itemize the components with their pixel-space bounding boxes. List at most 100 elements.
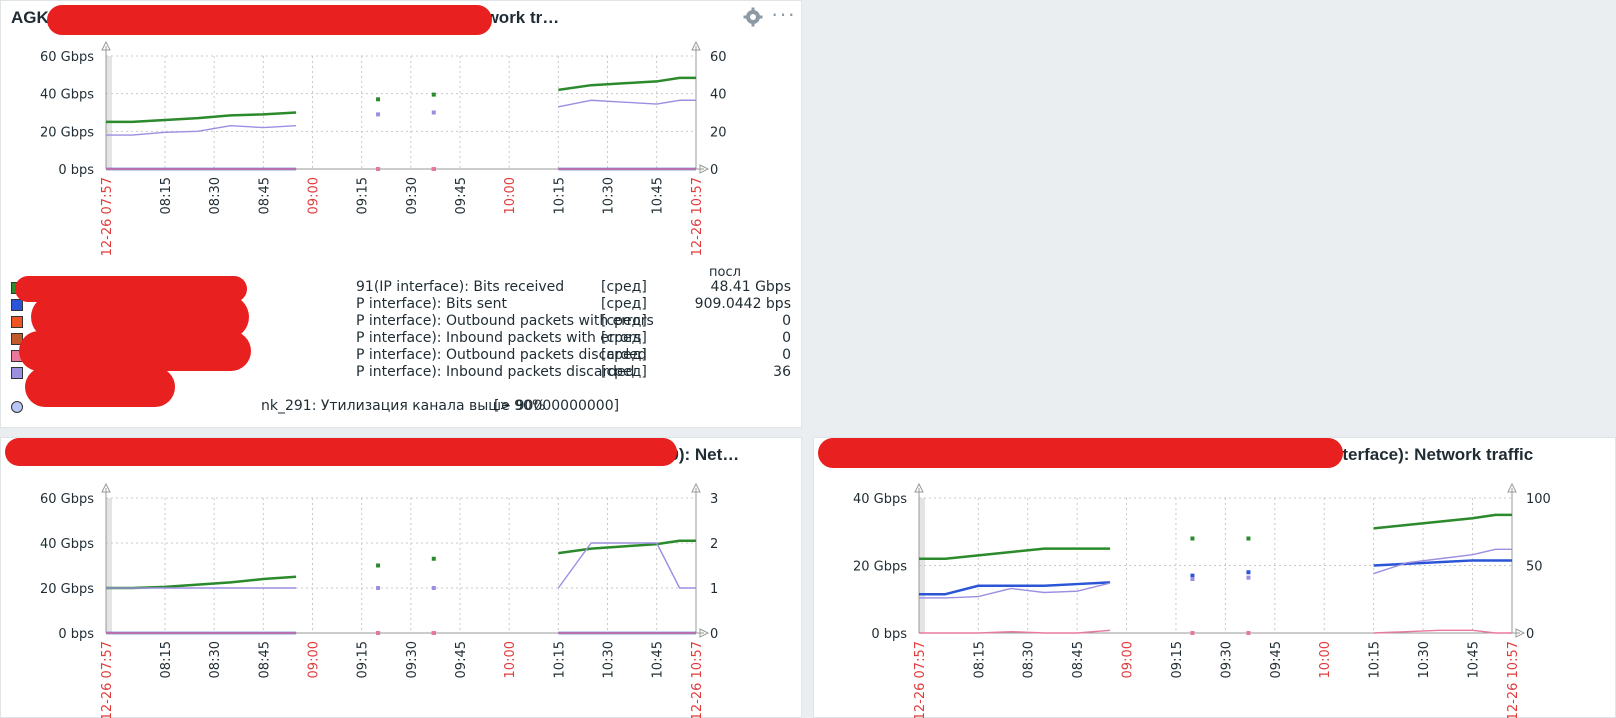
x-tick-label: 08:15: [159, 641, 174, 678]
series-point: [1190, 577, 1195, 581]
x-tick-label: 12-26 07:57: [100, 641, 115, 718]
x-tick-label: 12-26 07:57: [913, 641, 928, 718]
series-line: [1373, 513, 1512, 530]
legend-item-function: [сред]: [601, 296, 647, 312]
x-tick-label: 09:30: [405, 177, 420, 214]
x-tick-label: 10:30: [602, 641, 617, 678]
x-tick-label: 09:15: [356, 177, 371, 214]
legend-item-function: [сред]: [601, 313, 647, 329]
legend-item-value: 0: [782, 330, 791, 346]
y-left-tick-label: 0 bps: [58, 163, 94, 178]
x-tick-label: 08:45: [1071, 641, 1086, 678]
series-line: [106, 111, 297, 124]
series-point: [431, 631, 436, 635]
chart-band: [919, 498, 925, 633]
y-left-tick-label: 40 Gbps: [40, 537, 94, 552]
y-left-tick-label: 20 Gbps: [40, 125, 94, 140]
series-point: [1190, 631, 1195, 635]
x-tick-label: 09:00: [307, 641, 322, 678]
graph-widget-3: nterface): Network traffic 12-26 07:57 08…: [813, 437, 1616, 718]
y-right-tick-label: 2: [710, 537, 718, 552]
more-options-icon[interactable]: ···: [771, 1, 796, 26]
series-point: [1190, 573, 1195, 578]
legend-item-value: 0: [782, 347, 791, 363]
trigger-marker-icon: [11, 401, 23, 413]
y-axis-left-arrow: [101, 482, 111, 493]
legend-item-value: 0: [782, 313, 791, 329]
x-tick-label: 10:45: [651, 641, 666, 678]
series-point: [376, 586, 381, 590]
y-left-tick-label: 40 Gbps: [853, 492, 907, 507]
y-axis-left-arrow: [101, 40, 111, 51]
legend-item-value: 48.41 Gbps: [710, 279, 791, 295]
y-left-tick-label: 60 Gbps: [40, 50, 94, 65]
x-axis-arrow: [1515, 628, 1526, 638]
legend-item-name: P interface): Outbound packets with erro…: [356, 313, 654, 329]
x-tick-label: 09:15: [1170, 641, 1185, 678]
y-right-tick-label: 1: [710, 582, 718, 597]
trigger-condition: [> 90000000000]: [494, 398, 620, 414]
y-left-tick-label: 0 bps: [871, 627, 907, 642]
x-tick-label: 09:30: [405, 641, 420, 678]
y-left-tick-label: 40 Gbps: [40, 88, 94, 103]
y-right-tick-label: 40: [710, 88, 727, 103]
x-tick-label: 08:45: [257, 641, 272, 678]
legend-item-name: P interface): Inbound packets with error…: [356, 330, 642, 346]
legend-item: P interface): Outbound packets discarded…: [11, 347, 791, 364]
y-right-tick-label: 50: [1526, 560, 1543, 575]
widget-title[interactable]: nterface): Network traffic: [1332, 445, 1534, 464]
series-point: [431, 92, 436, 97]
x-tick-label: 10:15: [1368, 641, 1383, 678]
x-tick-label: 10:45: [1466, 641, 1481, 678]
legend-color-swatch: [11, 316, 23, 328]
graph-widget-2: _000): Net… 12-26 07:57 08:15 08:30 08:45 09…: [0, 437, 802, 718]
legend-color-swatch: [11, 367, 23, 379]
y-right-tick-label: 0: [710, 163, 718, 178]
legend-item-name: P interface): Outbound packets discarded: [356, 347, 647, 363]
redaction-mark: [25, 367, 175, 407]
x-tick-label: 10:00: [503, 177, 518, 214]
x-tick-label: 08:30: [208, 177, 223, 214]
legend-header-last: посл: [709, 265, 741, 280]
y-left-tick-label: 20 Gbps: [40, 582, 94, 597]
series-point: [1246, 631, 1251, 635]
x-tick-label: 08:30: [208, 641, 223, 678]
series-line: [919, 547, 1111, 560]
x-tick-label: 10:00: [1318, 641, 1333, 678]
series-point: [431, 167, 436, 171]
legend-item-name: P interface): Bits sent: [356, 296, 507, 312]
chart-band: [106, 498, 112, 633]
y-right-tick-label: 100: [1526, 492, 1551, 507]
x-tick-label: 08:30: [1022, 641, 1037, 678]
legend-item-name: 91(IP interface): Bits received: [356, 279, 565, 295]
redaction-mark: [19, 331, 251, 371]
series-line: [558, 99, 696, 108]
chart-band: [106, 56, 112, 169]
gear-icon[interactable]: [743, 7, 763, 27]
trigger-name: nk_291: Утилизация канала выше 90%: [261, 398, 546, 414]
series-line: [1373, 629, 1512, 634]
chart-2: 12-26 07:57 08:15 08:30 08:45 09:00 09:15 09:3…: [40, 482, 718, 718]
y-axis-right-arrow: [1507, 482, 1517, 493]
series-line: [106, 124, 297, 136]
y-axis-right-arrow: [691, 482, 701, 493]
series-line: [919, 629, 1111, 634]
series-line: [106, 575, 297, 590]
x-tick-label: 12-26 10:57: [690, 641, 705, 718]
legend-item: P interface): Inbound packets with error…: [11, 330, 791, 347]
x-tick-label: 09:45: [454, 641, 469, 678]
y-axis-left-arrow: [914, 482, 924, 493]
y-right-tick-label: 3: [710, 492, 718, 507]
legend-item: 91(IP interface): Bits received [сред] 48.…: [11, 279, 791, 296]
series-point: [1190, 536, 1195, 541]
y-right-tick-label: 0: [1526, 627, 1534, 642]
series-point: [1246, 536, 1251, 541]
x-tick-label: 12-26 07:57: [100, 177, 115, 256]
series-point: [376, 112, 381, 117]
legend-color-swatch: [11, 299, 23, 311]
legend-item: P interface): Bits sent [сред] 909.0442 bp…: [11, 296, 791, 313]
redaction-mark: [818, 438, 1343, 468]
chart-1: 12-26 07:57 08:15 08:30 08:45 09:00 09:15 09:3…: [40, 40, 727, 256]
legend-item-function: [сред]: [601, 364, 647, 380]
y-right-tick-label: 20: [710, 125, 727, 140]
